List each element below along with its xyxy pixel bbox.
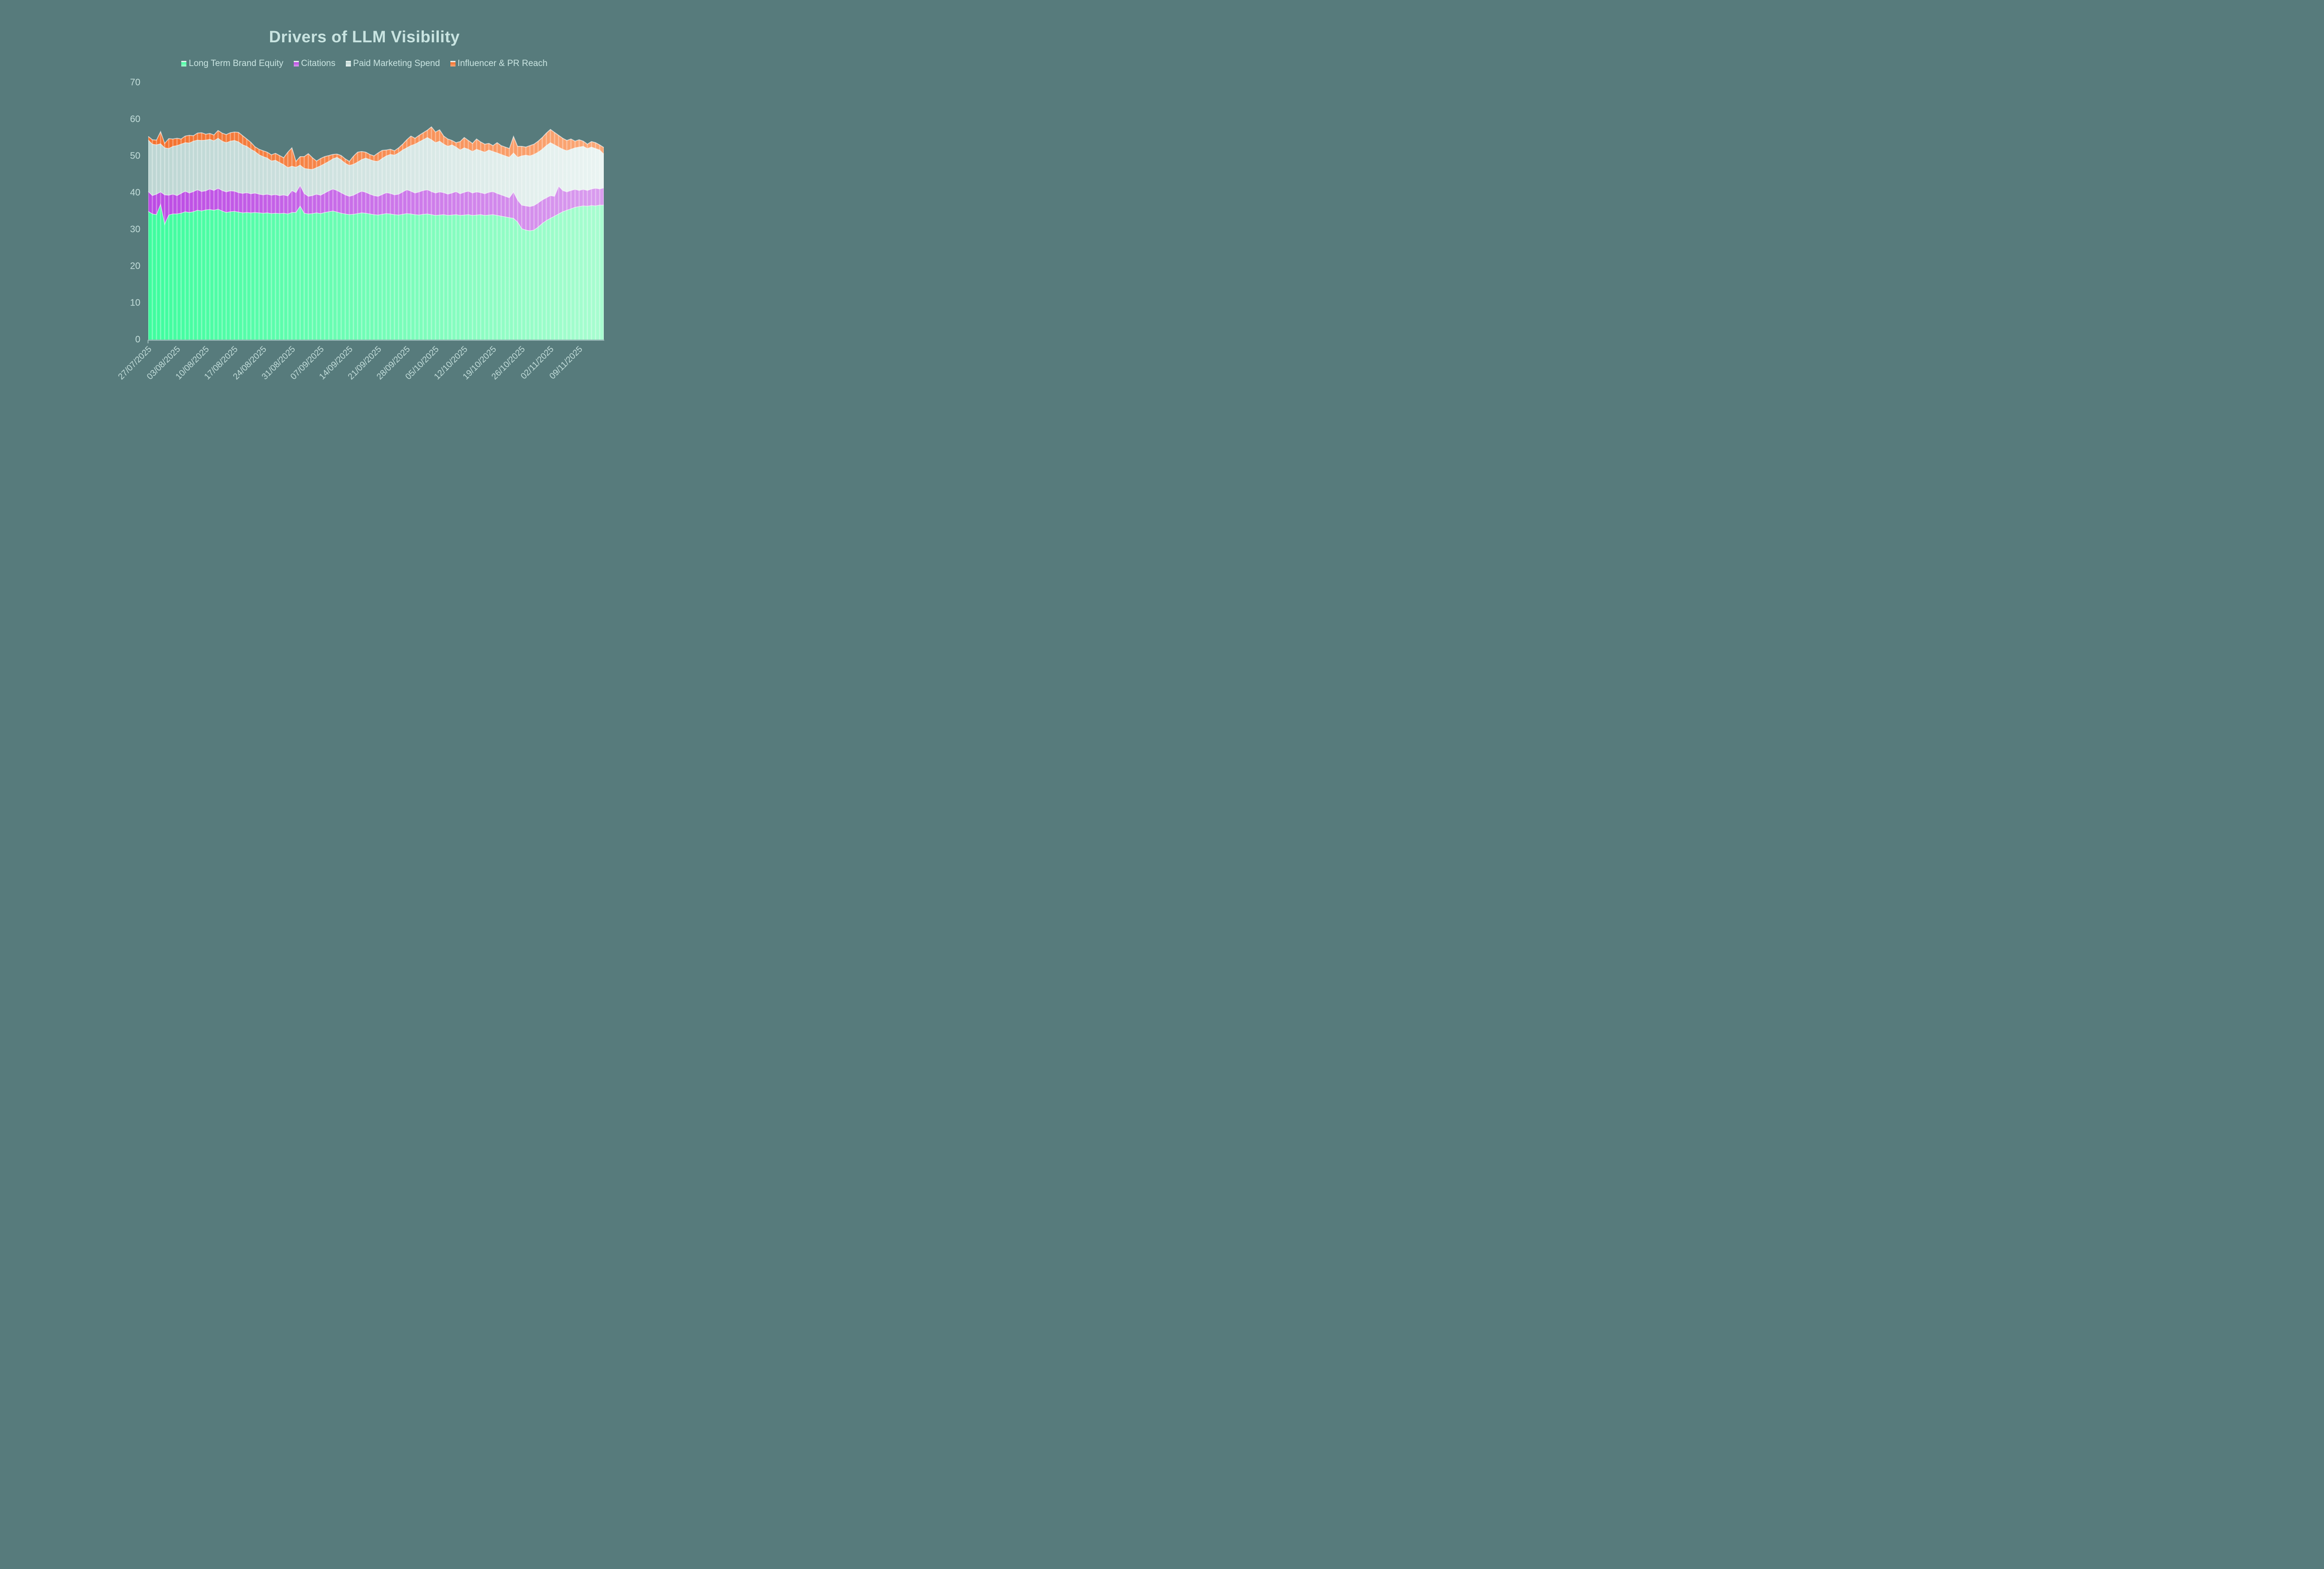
legend-item-0: Long Term Brand Equity — [181, 59, 284, 69]
y-tick-label: 0 — [135, 335, 140, 345]
legend-label: Long Term Brand Equity — [189, 59, 284, 68]
legend-swatch-icon — [181, 61, 187, 66]
legend-label: Paid Marketing Spend — [353, 59, 440, 68]
y-tick-label: 40 — [130, 187, 140, 198]
y-tick-label: 10 — [130, 298, 140, 308]
chart-title: Drivers of LLM Visibility — [269, 28, 460, 46]
chart-canvas: Drivers of LLM Visibility Long Term Bran… — [0, 0, 729, 410]
y-tick-label: 50 — [130, 151, 140, 161]
stacked-area-plot: 01020304050607027/07/202503/08/202510/08… — [116, 77, 604, 381]
legend-label: Influencer & PR Reach — [457, 59, 548, 68]
band-edge-line-2 — [148, 137, 604, 170]
y-tick-label: 20 — [130, 261, 140, 271]
y-tick-label: 60 — [130, 114, 140, 124]
legend-label: Citations — [301, 59, 336, 68]
legend-swatch-icon — [293, 61, 299, 66]
y-tick-label: 30 — [130, 225, 140, 235]
area-band-2 — [148, 137, 604, 207]
y-tick-label: 70 — [130, 77, 140, 87]
legend-item-1: Citations — [293, 59, 336, 69]
area-band-1 — [148, 185, 604, 231]
band-edge-line-3 — [148, 126, 604, 163]
legend-item-3: Influencer & PR Reach — [450, 59, 548, 69]
legend-swatch-icon — [345, 61, 351, 66]
band-edge-line-0 — [148, 203, 604, 232]
legend-item-2: Paid Marketing Spend — [345, 59, 440, 69]
chart-legend: Long Term Brand Equity Citations Paid Mark… — [0, 59, 729, 69]
legend-swatch-icon — [450, 61, 456, 66]
category-gridline-stripes — [148, 126, 604, 340]
band-edge-line-1 — [148, 185, 604, 207]
area-band-0 — [148, 204, 604, 340]
